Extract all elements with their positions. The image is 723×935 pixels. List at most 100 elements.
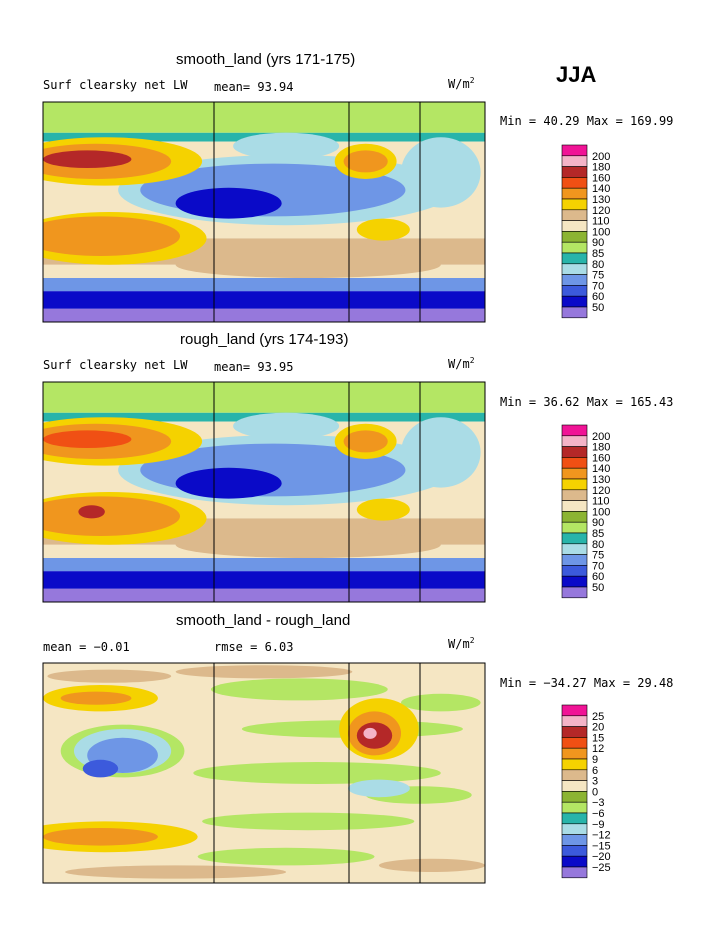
tan-region bbox=[175, 251, 441, 278]
colorbar-tick-label: 70 bbox=[592, 560, 604, 572]
colorbar-swatch bbox=[561, 187, 588, 200]
panel2-variable-label: Surf clearsky net LW bbox=[43, 358, 188, 372]
colorbar-tick-label: 130 bbox=[592, 474, 610, 486]
colorbar-swatch bbox=[561, 274, 588, 286]
band-south bbox=[43, 588, 485, 602]
ocean-blob bbox=[233, 132, 340, 160]
colorbar-tick-label: −9 bbox=[592, 819, 605, 831]
panel1-range: Min = 40.29 Max = 169.99 bbox=[500, 114, 674, 128]
streak bbox=[401, 693, 481, 712]
colorbar-swatch bbox=[561, 704, 588, 717]
panel3-title: smooth_land - rough_land bbox=[176, 612, 351, 629]
colorbar-swatch bbox=[561, 285, 588, 297]
colorbar-swatch bbox=[561, 715, 588, 727]
colorbar-tick-label: 180 bbox=[592, 162, 610, 174]
streak bbox=[175, 665, 353, 679]
colorbar-tick-label: 3 bbox=[592, 776, 598, 788]
panel1-unit: W/m2 bbox=[448, 76, 475, 91]
colorbar-tick-label: 120 bbox=[592, 205, 610, 217]
colorbar-swatch bbox=[561, 845, 588, 857]
warm-lobe bbox=[356, 498, 410, 521]
warm-core bbox=[43, 150, 132, 168]
warm-core bbox=[43, 430, 132, 448]
streak bbox=[193, 762, 441, 784]
band bbox=[43, 571, 485, 589]
colorbar-tick-label: 85 bbox=[592, 528, 604, 540]
colorbar-tick-label: 110 bbox=[592, 216, 610, 228]
warm-lobe bbox=[356, 218, 410, 241]
colorbar-tick-label: 110 bbox=[592, 496, 610, 508]
colorbar-tick-label: 60 bbox=[592, 291, 604, 303]
pos-lobe bbox=[43, 828, 158, 846]
band-north bbox=[43, 382, 485, 413]
colorbar-tick-label: 75 bbox=[592, 270, 604, 282]
panel2-mean-label: mean= 93.95 bbox=[214, 360, 294, 374]
colorbar-swatch bbox=[561, 263, 588, 275]
colorbar-swatch bbox=[561, 209, 588, 221]
colorbar-tick-label: 90 bbox=[592, 517, 604, 529]
colorbar-tick-label: −25 bbox=[592, 862, 611, 874]
colorbar-swatch bbox=[561, 166, 588, 178]
panel3-frame bbox=[42, 662, 486, 884]
panel2-frame bbox=[42, 381, 486, 603]
colorbar-swatch bbox=[561, 532, 588, 545]
colorbar-swatch bbox=[561, 241, 588, 254]
panel2-unit: W/m2 bbox=[448, 356, 475, 371]
colorbar-tick-label: 12 bbox=[592, 743, 604, 755]
colorbar-swatch bbox=[561, 306, 588, 319]
colorbar-tick-label: 130 bbox=[592, 194, 610, 206]
colorbar-tick-label: 70 bbox=[592, 280, 604, 292]
colorbar-tick-label: 60 bbox=[592, 571, 604, 583]
colorbar-swatch bbox=[561, 726, 588, 738]
colorbar-swatch bbox=[561, 220, 588, 232]
colorbar-tick-label: −15 bbox=[592, 840, 611, 852]
panel3-unit: W/m2 bbox=[448, 636, 475, 651]
colorbar-swatch bbox=[561, 554, 588, 566]
ocean-blob bbox=[175, 187, 282, 219]
panel3-rmse-label: rmse = 6.03 bbox=[214, 640, 294, 654]
streak bbox=[202, 812, 415, 831]
colorbar-swatch bbox=[561, 446, 588, 458]
colorbar-swatch bbox=[561, 467, 588, 480]
colorbar-swatch bbox=[561, 478, 588, 491]
colorbar-tick-label: 50 bbox=[592, 302, 604, 314]
panel1-frame bbox=[42, 101, 486, 323]
colorbar-tick-label: −12 bbox=[592, 830, 611, 842]
warm-lobe bbox=[343, 430, 388, 453]
colorbar-swatch bbox=[561, 769, 588, 781]
pos-lobe bbox=[60, 691, 132, 705]
colorbar-swatch bbox=[561, 295, 588, 308]
colorbar-tick-label: 180 bbox=[592, 442, 610, 454]
colorbar-swatch bbox=[561, 435, 588, 447]
panel1-variable-label: Surf clearsky net LW bbox=[43, 78, 188, 92]
colorbar-swatch bbox=[561, 500, 588, 512]
colorbar-tick-label: 9 bbox=[592, 754, 598, 766]
warm-lobe bbox=[43, 216, 180, 256]
panel1-title: smooth_land (yrs 171-175) bbox=[176, 51, 356, 68]
colorbar-tick-label: 200 bbox=[592, 151, 610, 163]
colorbar-swatch bbox=[561, 231, 588, 243]
band-north bbox=[43, 102, 485, 133]
panel3-mean-label: mean = −0.01 bbox=[43, 640, 130, 654]
colorbar-swatch bbox=[561, 866, 588, 879]
panel1-mean-label: mean= 93.94 bbox=[214, 80, 294, 94]
panel1-field bbox=[43, 102, 485, 322]
colorbar-tick-label: 120 bbox=[592, 485, 610, 497]
colorbar-tick-label: 15 bbox=[592, 732, 604, 744]
colorbar-swatch bbox=[561, 791, 588, 803]
colorbar-tick-label: 80 bbox=[592, 259, 604, 271]
colorbar-swatch bbox=[561, 543, 588, 555]
colorbar-tick-label: 160 bbox=[592, 452, 610, 464]
colorbar-swatch bbox=[561, 575, 588, 588]
colorbar-swatch bbox=[561, 511, 588, 523]
panel2-title: rough_land (yrs 174-193) bbox=[180, 331, 349, 348]
streak bbox=[47, 669, 172, 683]
colorbar-swatch bbox=[561, 823, 588, 835]
band bbox=[43, 278, 485, 292]
tan-region bbox=[175, 531, 441, 558]
band bbox=[43, 558, 485, 572]
ocean-blob bbox=[175, 467, 282, 499]
